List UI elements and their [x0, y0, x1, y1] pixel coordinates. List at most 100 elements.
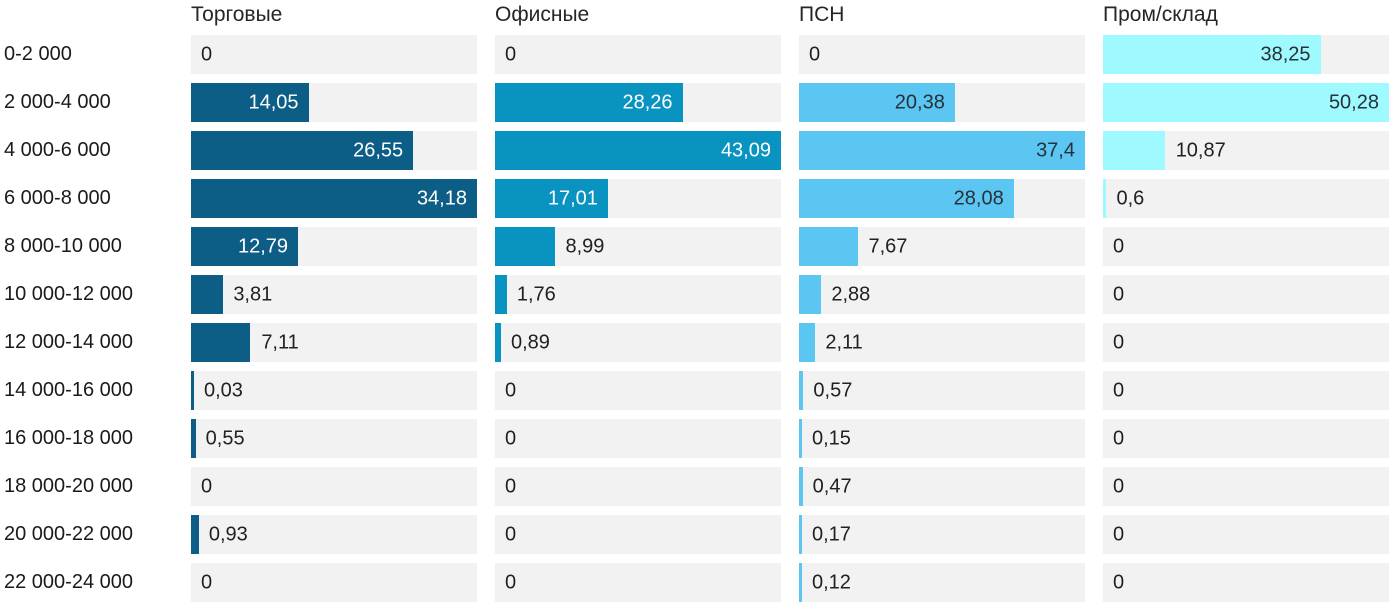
bar-value-label: 20,38	[894, 91, 945, 113]
bar	[799, 563, 802, 602]
bar-track: 0,12	[799, 563, 1085, 602]
bar	[495, 275, 507, 314]
bar: 28,26	[495, 83, 683, 122]
chart-row: 6 000-8 000 34,18 17,01 28,08 0,6	[0, 179, 1389, 218]
bar-track: 10,87	[1103, 131, 1389, 170]
bar: 50,28	[1103, 83, 1389, 122]
chart-row: 0-2 000 0 0 0 38,25	[0, 35, 1389, 74]
bar-value-label: 0,93	[208, 523, 248, 545]
bar-value-label: 0	[1113, 571, 1125, 593]
bar-value-label: 8,99	[565, 235, 605, 257]
row-label: 6 000-8 000	[4, 187, 111, 209]
bar-track: 0,47	[799, 467, 1085, 506]
bar-value-label: 0,47	[812, 475, 852, 497]
row-label: 12 000-14 000	[4, 331, 134, 353]
chart-row: 10 000-12 000 3,81 1,76 2,88 0	[0, 275, 1389, 314]
bar-value-label: 0,55	[205, 427, 245, 449]
bar-value-label: 0,03	[204, 379, 243, 401]
bar	[799, 323, 816, 362]
bar-value-label: 0	[1113, 427, 1125, 449]
bar-value-label: 0	[1113, 283, 1125, 305]
bar-track: 0,93	[191, 515, 477, 554]
bar-track: 34,18	[191, 179, 477, 218]
bar-track: 20,38	[799, 83, 1085, 122]
row-label: 22 000-24 000	[4, 571, 134, 593]
bar-track: 0,57	[799, 371, 1085, 410]
column-header-torgovye: Торговые	[191, 3, 283, 26]
bar-value-label: 0	[505, 43, 517, 65]
bar-value-label: 0	[201, 43, 213, 65]
bar-track: 43,09	[495, 131, 781, 170]
bar	[799, 515, 802, 554]
bar	[495, 227, 555, 266]
row-label: 10 000-12 000	[4, 283, 134, 305]
chart-row: 16 000-18 000 0,55 0 0,15 0	[0, 419, 1389, 458]
bar-track: 14,05	[191, 83, 477, 122]
bar	[191, 515, 199, 554]
bar	[191, 371, 194, 410]
bar-track: 0	[495, 563, 781, 602]
bar-track: 0	[495, 419, 781, 458]
bar-track: 0,17	[799, 515, 1085, 554]
bar-value-label: 37,4	[1036, 139, 1075, 161]
bar-track: 0	[495, 467, 781, 506]
row-label: 4 000-6 000	[4, 139, 111, 161]
bar-track: 0	[495, 35, 781, 74]
bar-value-label: 12,79	[237, 235, 289, 257]
bar: 34,18	[191, 179, 477, 218]
bar-track: 50,28	[1103, 83, 1389, 122]
bar-track: 0,6	[1103, 179, 1389, 218]
bar-track: 0,03	[191, 371, 477, 410]
bar	[799, 419, 802, 458]
bar-track: 0	[1103, 371, 1389, 410]
bar-track: 0	[1103, 227, 1389, 266]
bar: 43,09	[495, 131, 781, 170]
row-label: 0-2 000	[4, 43, 72, 65]
row-label: 20 000-22 000	[4, 523, 134, 545]
bar-track: 0	[1103, 419, 1389, 458]
bar	[799, 371, 804, 410]
bar-value-label: 26,55	[353, 139, 404, 161]
bar-value-label: 38,25	[1260, 43, 1311, 65]
bar-value-label: 0	[505, 571, 517, 593]
bar-track: 0	[1103, 515, 1389, 554]
bar-track: 2,11	[799, 323, 1085, 362]
chart-row: 12 000-14 000 7,11 0,89 2,11 0	[0, 323, 1389, 362]
bar: 17,01	[495, 179, 608, 218]
bar-value-label: 28,26	[622, 91, 673, 113]
bar-value-label: 1,76	[516, 283, 556, 305]
bar-track: 0	[495, 515, 781, 554]
bar-track: 7,67	[799, 227, 1085, 266]
bar-value-label: 0	[1113, 379, 1125, 401]
bar-track: 0	[1103, 467, 1389, 506]
bar-track: 0	[1103, 563, 1389, 602]
bar: 37,4	[799, 131, 1085, 170]
bar-value-label: 34,18	[416, 187, 467, 209]
bar-value-label: 0	[1113, 331, 1125, 353]
chart-row: 4 000-6 000 26,55 43,09 37,4 10,87	[0, 131, 1389, 170]
bar-value-label: 0,89	[510, 331, 550, 353]
bar-value-label: 0,15	[812, 427, 851, 449]
bar-track: 0	[1103, 323, 1389, 362]
chart-row: 8 000-10 000 12,79 8,99 7,67 0	[0, 227, 1389, 266]
chart-row: 18 000-20 000 0 0 0,47 0	[0, 467, 1389, 506]
bar-track: 12,79	[191, 227, 477, 266]
row-label: 18 000-20 000	[4, 475, 134, 497]
chart-row: 22 000-24 000 0 0 0,12 0	[0, 563, 1389, 602]
bar: 14,05	[191, 83, 309, 122]
bar-track: 0	[495, 371, 781, 410]
bar: 28,08	[799, 179, 1014, 218]
bar	[191, 419, 196, 458]
bar-value-label: 50,28	[1328, 91, 1379, 113]
bar-track: 28,26	[495, 83, 781, 122]
bar-value-label: 14,05	[248, 91, 299, 113]
bar	[191, 275, 223, 314]
column-header-psn: ПСН	[799, 3, 845, 26]
bar-value-label: 0	[1113, 475, 1125, 497]
bar-track: 0	[191, 35, 477, 74]
chart-row: 14 000-16 000 0,03 0 0,57 0	[0, 371, 1389, 410]
row-label: 2 000-4 000	[4, 91, 111, 113]
bar: 26,55	[191, 131, 414, 170]
bar-value-label: 0	[505, 379, 517, 401]
